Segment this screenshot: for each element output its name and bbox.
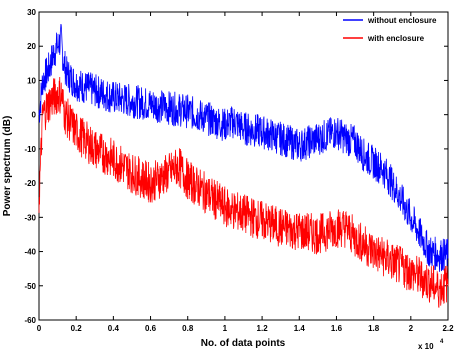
x-axis: 0 0.2 0.4 0.6 0.8 1 1.2 1.4 1.6 1.8 2 2.2 <box>37 12 454 333</box>
x-tick-label: 2.2 <box>442 324 454 333</box>
x-tick-label: 0.8 <box>182 324 194 333</box>
y-tick-label: -30 <box>24 213 36 222</box>
x-tick-label: 0 <box>37 324 42 333</box>
y-axis-title: Power spectrum (dB) <box>2 116 13 217</box>
y-tick-label: -40 <box>24 248 36 257</box>
x-multiplier-label: x 10 <box>418 342 434 351</box>
y-tick-label: -10 <box>24 145 36 154</box>
x-tick-label: 1.2 <box>257 324 269 333</box>
legend-label-with-enclosure: with enclosure <box>367 34 425 43</box>
series-layer <box>38 23 449 308</box>
y-tick-label: -50 <box>24 282 36 291</box>
x-tick-label: 1 <box>223 324 228 333</box>
y-tick-label: 20 <box>27 42 36 51</box>
x-multiplier-exponent: 4 <box>440 339 444 345</box>
y-tick-label: 10 <box>27 76 36 85</box>
x-tick-label: 1.4 <box>294 324 306 333</box>
y-tick-label: 0 <box>32 111 37 120</box>
legend-label-without-enclosure: without enclosure <box>367 16 437 25</box>
legend: without enclosure with enclosure <box>343 16 437 43</box>
series-line-without-enclosure <box>38 23 449 272</box>
y-tick-label: 30 <box>27 8 36 17</box>
y-tick-label: -20 <box>24 179 36 188</box>
x-axis-title: No. of data points <box>201 338 286 349</box>
x-tick-label: 1.6 <box>331 324 343 333</box>
y-tick-label: -60 <box>24 316 36 325</box>
x-tick-label: 0.4 <box>108 324 120 333</box>
x-tick-label: 1.8 <box>368 324 380 333</box>
x-tick-label: 0.6 <box>145 324 157 333</box>
x-tick-label: 0.2 <box>71 324 83 333</box>
series-line-with-enclosure <box>38 76 449 308</box>
x-tick-label: 2 <box>409 324 414 333</box>
